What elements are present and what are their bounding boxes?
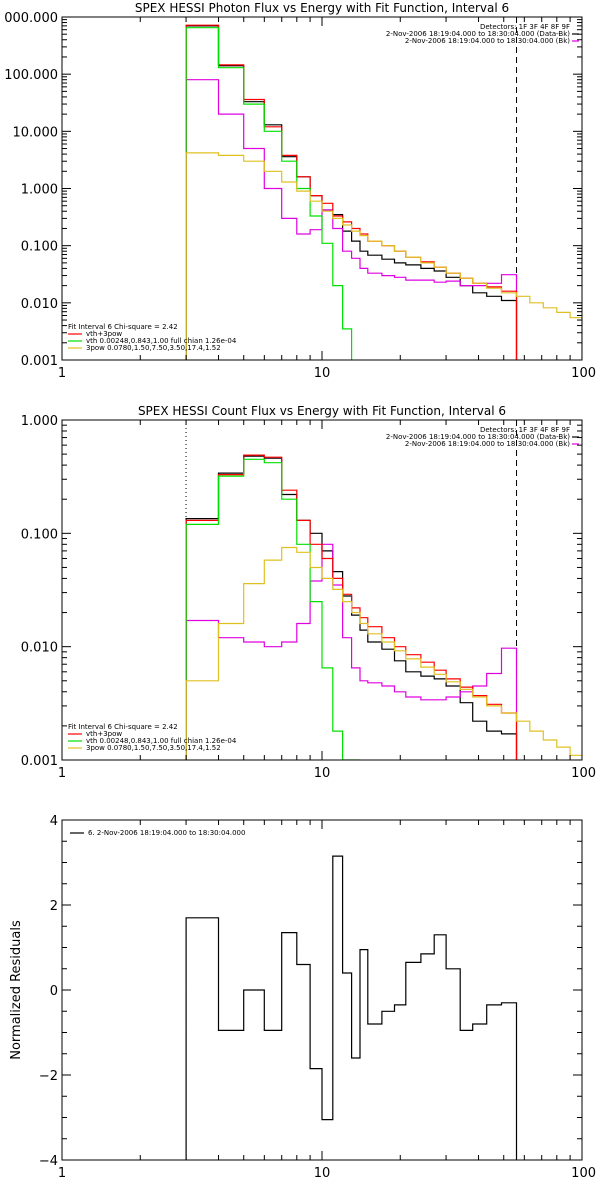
photon-legend-top-text: Detectors: 1F 3F 4F 8F 9F: [480, 23, 570, 31]
resid-ylabel: Normalized Residuals: [9, 920, 24, 1060]
photon-ytick-label: 0.010: [21, 297, 58, 312]
photon-legend-top-text: 2-Nov-2006 18:19:04.000 to 18:30:04.000 …: [405, 37, 570, 45]
photon-chart: SPEX HESSI Photon Flux vs Energy with Fi…: [4, 1, 596, 381]
count-ytick-label: 0.010: [21, 641, 58, 656]
resid-xtick-label: 1: [58, 1166, 66, 1181]
photon-plot-frame: [61, 16, 583, 361]
count-legend-top-text: Detectors: 1F 3F 4F 8F 9F: [480, 426, 570, 434]
count-ytick-label: 0.001: [21, 754, 58, 769]
resid-legend-text: 6. 2-Nov-2006 18:19:04.000 to 18:30:04.0…: [88, 829, 245, 837]
resid-ytick-label: 2: [50, 899, 58, 914]
photon-series-group: [185, 24, 582, 360]
count-xtick-label: 10: [314, 766, 331, 781]
photon-legend-fit-text: vth+3pow: [86, 330, 122, 338]
count-series-3pow: [185, 546, 582, 760]
photon-xtick-label: 1: [58, 366, 66, 381]
photon-ytick-label: 1.000: [21, 183, 58, 198]
photon-xtick-label: 100: [571, 366, 596, 381]
photon-title: SPEX HESSI Photon Flux vs Energy with Fi…: [135, 1, 509, 15]
count-legend-top-text: 2-Nov-2006 18:19:04.000 to 18:30:04.000 …: [405, 440, 570, 448]
photon-ytick-label: 0.001: [21, 354, 58, 369]
count-legend-fit-text: Fit Interval 6 Chi-square = 2.42: [68, 723, 178, 731]
count-xtick-label: 1: [58, 766, 66, 781]
count-legend-fit-text: vth+3pow: [86, 730, 122, 738]
photon-legend-fit-text: 3pow 0.0780,1.50,7.50,3.50,17.4,1.52: [86, 344, 221, 352]
photon-series-vth: [185, 27, 353, 360]
resid-xtick-label: 100: [571, 1166, 596, 1181]
count-ytick-label: 0.100: [21, 527, 58, 542]
photon-xtick-label: 10: [314, 366, 331, 381]
photon-series-bk: [185, 79, 518, 360]
count-xtick-label: 100: [571, 766, 596, 781]
photon-ytick-label: 000.000: [4, 11, 58, 26]
count-series-bk: [185, 543, 518, 760]
photon-series-3pow: [185, 152, 582, 360]
count-series-data-bk: [185, 455, 518, 760]
count-chart: SPEX HESSI Count Flux vs Energy with Fit…: [21, 404, 596, 781]
count-legend-fit-text: vth 0.00248,0.843,1.00 full chian 1.26e-…: [86, 737, 237, 745]
resid-ytick-label: −2: [39, 1069, 58, 1084]
photon-series-vth-3pow: [185, 24, 518, 360]
count-ytick-label: 1.000: [21, 414, 58, 429]
resid-xtick-label: 10: [314, 1166, 331, 1181]
count-series-vth: [185, 458, 360, 760]
count-plot-frame: [61, 419, 583, 761]
photon-ytick-label: 10.000: [13, 125, 59, 140]
photon-ytick-label: 0.100: [21, 240, 58, 255]
count-series-vth-3pow: [185, 454, 518, 760]
resid-ytick-label: −4: [39, 1154, 58, 1169]
photon-ytick-label: 100.000: [4, 68, 58, 83]
photon-legend-top-text: 2-Nov-2006 18:19:04.000 to 18:30:04.000 …: [386, 30, 570, 38]
count-series-group: [185, 454, 582, 760]
count-legend-fit-text: 3pow 0.0780,1.50,7.50,3.50,17.4,1.52: [86, 744, 221, 752]
resid-ytick-label: 0: [50, 984, 58, 999]
photon-series-data-bk: [185, 25, 518, 360]
resid-series-group: [185, 855, 518, 1160]
photon-legend-fit-text: vth 0.00248,0.843,1.00 full chian 1.26e-…: [86, 337, 237, 345]
resid-ytick-label: 4: [50, 814, 58, 829]
resid-series-residuals: [185, 855, 518, 1160]
count-title: SPEX HESSI Count Flux vs Energy with Fit…: [138, 404, 506, 418]
photon-legend-fit-text: Fit Interval 6 Chi-square = 2.42: [68, 323, 178, 331]
resid-chart: Normalized Residuals 1 10 100 4 2 0 −2 −4 6. 2-No…: [9, 814, 596, 1181]
count-legend-top-text: 2-Nov-2006 18:19:04.000 to 18:30:04.000 …: [386, 433, 570, 441]
